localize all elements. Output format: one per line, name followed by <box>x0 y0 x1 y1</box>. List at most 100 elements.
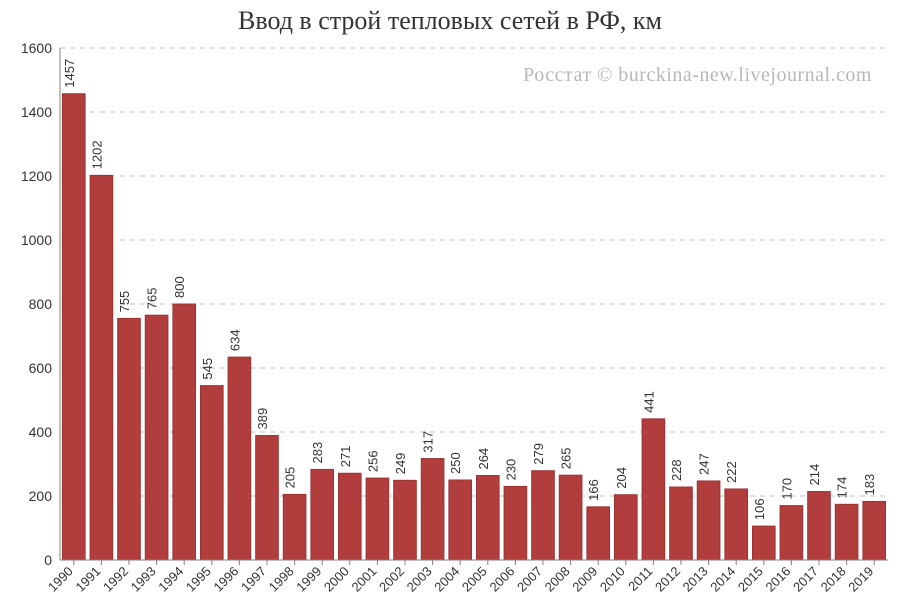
bar-chart: 0 200 400 600 800 1000 1200 1400 1600 1457 1990 120… <box>0 0 900 610</box>
bar-value-label: 279 <box>531 443 546 465</box>
bar <box>200 386 223 560</box>
bar <box>283 494 306 560</box>
bar <box>145 315 168 560</box>
bar-value-label: 183 <box>862 474 877 496</box>
bar-value-label: 283 <box>310 442 325 464</box>
x-tick-label: 2007 <box>514 564 545 595</box>
y-tick-label: 1200 <box>21 168 52 184</box>
bar <box>449 480 472 560</box>
x-tick-label: 1996 <box>210 564 241 595</box>
bar-value-label: 228 <box>669 459 684 481</box>
y-tick-label: 1600 <box>21 40 52 56</box>
bar <box>421 459 444 560</box>
x-tick-label: 1992 <box>100 564 131 595</box>
x-tick-label: 2009 <box>569 564 600 595</box>
bar <box>614 495 637 560</box>
bar <box>559 475 582 560</box>
bar <box>863 501 886 560</box>
y-tick-label: 400 <box>29 424 53 440</box>
y-tick-label: 600 <box>29 360 53 376</box>
bar-value-label: 800 <box>172 276 187 298</box>
x-tick-label: 2016 <box>762 564 793 595</box>
x-tick-label: 2004 <box>431 564 462 595</box>
bar <box>394 480 417 560</box>
bar <box>338 473 361 560</box>
bar-value-label: 264 <box>476 448 491 470</box>
bar <box>311 469 334 560</box>
y-tick-label: 800 <box>29 296 53 312</box>
x-tick-label: 2005 <box>459 564 490 595</box>
x-tick-label: 2019 <box>845 564 876 595</box>
y-tick-label: 0 <box>44 552 52 568</box>
y-tick-label: 1400 <box>21 104 52 120</box>
bar-value-label: 1457 <box>62 59 77 88</box>
bar-value-label: 265 <box>559 447 574 469</box>
x-tick-label: 2001 <box>348 564 379 595</box>
bar-value-label: 317 <box>421 431 436 453</box>
bar <box>780 506 803 560</box>
bar-value-label: 204 <box>614 467 629 489</box>
bar <box>835 504 858 560</box>
bar-value-label: 441 <box>641 391 656 413</box>
x-tick-label: 2014 <box>707 564 738 595</box>
y-tick-label: 200 <box>29 488 53 504</box>
bar-value-label: 247 <box>697 453 712 475</box>
x-tick-label: 2012 <box>652 564 683 595</box>
x-tick-label: 1994 <box>155 564 186 595</box>
x-tick-label: 2011 <box>625 564 655 594</box>
x-tick-label: 1991 <box>72 564 103 595</box>
bar <box>670 487 693 560</box>
bar <box>256 436 279 560</box>
bar <box>808 492 831 560</box>
x-tick-label: 2017 <box>790 564 821 595</box>
bar <box>90 175 113 560</box>
x-tick-label: 2013 <box>680 564 711 595</box>
x-tick-label: 2006 <box>486 564 517 595</box>
bar <box>476 476 499 560</box>
bar-value-label: 174 <box>835 477 850 499</box>
bar-value-label: 545 <box>200 358 215 380</box>
bar-value-label: 765 <box>145 287 160 309</box>
bar-value-label: 205 <box>283 467 298 489</box>
x-tick-label: 2002 <box>376 564 407 595</box>
bar-value-label: 634 <box>227 329 242 351</box>
bar <box>725 489 748 560</box>
bar-value-label: 271 <box>338 446 353 468</box>
bar <box>173 304 196 560</box>
bar <box>642 419 665 560</box>
x-tick-label: 1998 <box>266 564 297 595</box>
bar-value-label: 170 <box>779 478 794 500</box>
bar-value-label: 222 <box>724 461 739 483</box>
bar <box>62 94 85 560</box>
bar-value-label: 214 <box>807 464 822 486</box>
bar-value-label: 250 <box>448 452 463 474</box>
x-tick-label: 1999 <box>293 564 324 595</box>
bar-value-label: 389 <box>255 408 270 430</box>
x-tick-label: 1993 <box>128 564 159 595</box>
bar-value-label: 1202 <box>89 140 104 169</box>
chart-container: Ввод в строй тепловых сетей в РФ, км Рос… <box>0 0 900 610</box>
bar <box>366 478 389 560</box>
bar <box>752 526 775 560</box>
y-tick-label: 1000 <box>21 232 52 248</box>
x-tick-label: 2010 <box>597 564 628 595</box>
x-tick-label: 2008 <box>542 564 573 595</box>
x-tick-label: 2003 <box>404 564 435 595</box>
x-tick-label: 2018 <box>818 564 849 595</box>
chart-title: Ввод в строй тепловых сетей в РФ, км <box>0 6 900 36</box>
bar-value-label: 256 <box>365 450 380 472</box>
bar <box>697 481 720 560</box>
bar <box>504 486 527 560</box>
x-tick-label: 2000 <box>321 564 352 595</box>
bar <box>587 507 610 560</box>
bar <box>228 357 251 560</box>
bar-value-label: 106 <box>752 498 767 520</box>
bar-value-label: 230 <box>503 459 518 481</box>
watermark: Росстат © burckina-new.livejournal.com <box>523 64 872 87</box>
x-tick-label: 1995 <box>183 564 214 595</box>
x-tick-label: 1990 <box>45 564 76 595</box>
x-tick-label: 1997 <box>238 564 269 595</box>
bar <box>118 318 141 560</box>
bar-value-label: 755 <box>117 291 132 313</box>
bar <box>532 471 555 560</box>
